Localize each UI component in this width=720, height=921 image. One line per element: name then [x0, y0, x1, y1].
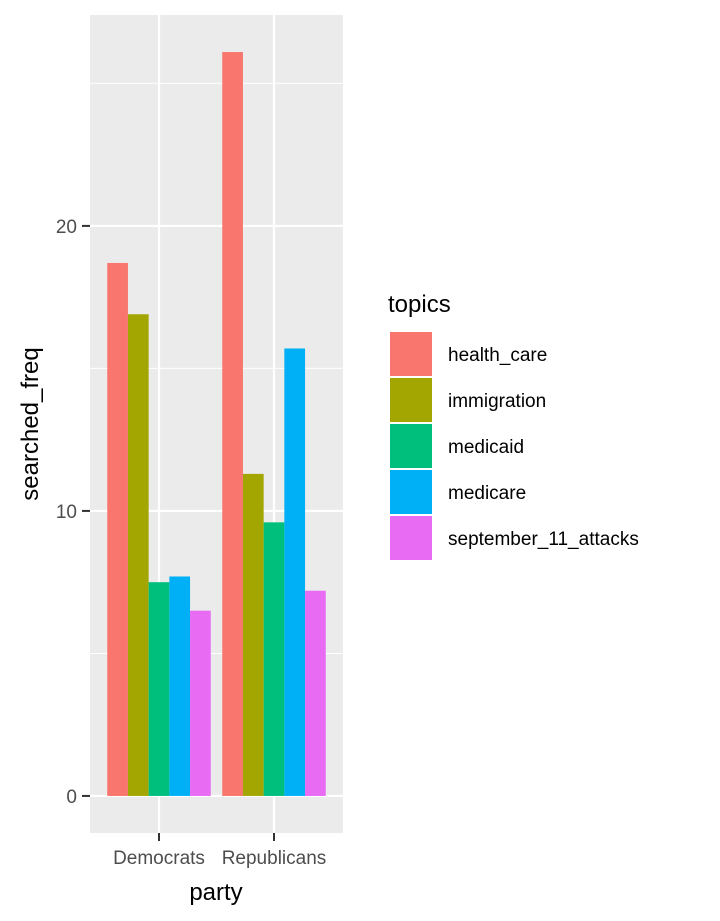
legend-label-medicaid: medicaid	[448, 437, 524, 458]
legend-key-immigration	[390, 378, 432, 422]
bar-medicaid-Democrats	[148, 582, 170, 796]
bar-medicare-Republicans	[284, 348, 306, 796]
bar-immigration-Republicans	[242, 473, 264, 796]
bar-health_care-Republicans	[222, 52, 243, 796]
bar-immigration-Democrats	[127, 314, 149, 796]
bar-health_care-Democrats	[107, 262, 128, 796]
y-tick-label: 10	[56, 502, 77, 523]
bar-medicaid-Republicans	[263, 522, 285, 796]
x-axis-title: party	[189, 879, 242, 906]
legend-key-health_care	[390, 332, 432, 376]
legend-key-medicare	[390, 470, 432, 514]
legend-label-health_care: health_care	[448, 345, 547, 366]
legend-label-medicare: medicare	[448, 483, 526, 504]
axes: 0 10 20 Democrats Republicans	[56, 217, 326, 869]
legend-key-september_11_attacks	[390, 516, 432, 560]
bar-september_11_attacks-Republicans	[305, 590, 326, 796]
x-tick-label: Republicans	[222, 848, 327, 869]
y-tick-label: 20	[56, 217, 77, 238]
bars	[107, 52, 326, 796]
legend-title: topics	[388, 291, 451, 318]
bar-medicare-Democrats	[169, 576, 191, 796]
y-tick-label: 0	[66, 787, 77, 808]
legend-label-september_11_attacks: september_11_attacks	[448, 529, 639, 550]
y-axis-title: searched_freq	[17, 347, 44, 500]
x-tick-label: Democrats	[113, 848, 205, 869]
bar-september_11_attacks-Democrats	[190, 610, 211, 796]
legend: topics health_care immigration medicaid med…	[388, 291, 639, 560]
legend-key-medicaid	[390, 424, 432, 468]
legend-label-immigration: immigration	[448, 391, 546, 412]
